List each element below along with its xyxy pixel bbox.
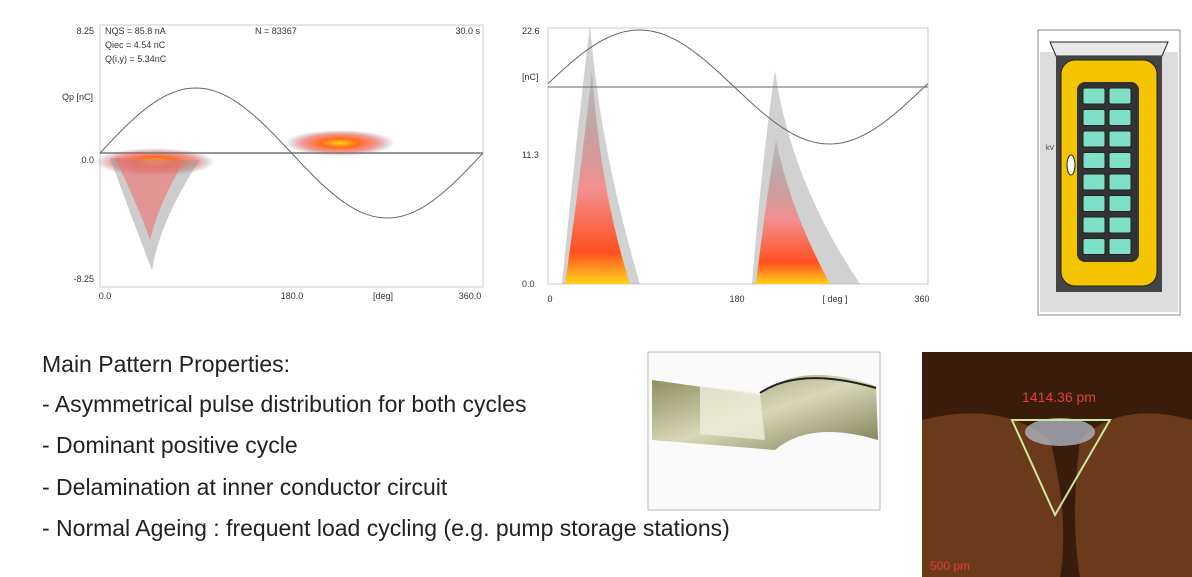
- cell: [1082, 216, 1106, 234]
- cell: [1108, 152, 1132, 169]
- cell: [1108, 238, 1132, 255]
- cloud: [756, 140, 830, 284]
- y-tick-label: -8.25: [73, 274, 94, 284]
- y-label: Qp [nC]: [62, 92, 93, 102]
- bar-photo: [647, 351, 881, 511]
- y-tick-label: 0.0: [81, 155, 94, 165]
- x-tick-label: 360.0: [459, 291, 482, 301]
- bullet: - Normal Ageing : frequent load cycling …: [42, 515, 730, 541]
- x-tick-label: 360: [914, 294, 929, 304]
- bar-diagram: kV: [1037, 29, 1181, 316]
- cell: [1082, 87, 1106, 105]
- y-tick-label: 8.25: [76, 26, 94, 36]
- y-label: [nC]: [522, 72, 539, 82]
- scale: 500 pm: [930, 559, 970, 573]
- cloud: [565, 70, 630, 284]
- cloud: [285, 130, 395, 156]
- cell: [1082, 109, 1106, 126]
- cloud: [115, 158, 185, 240]
- cell: [1082, 130, 1106, 148]
- cell: [1108, 195, 1132, 212]
- cell: [1108, 130, 1132, 148]
- cell: [1108, 109, 1132, 126]
- heading: Main Pattern Properties:: [42, 351, 290, 377]
- y-tick-label: 11.3: [522, 150, 539, 160]
- x-tick-label: 0.0: [99, 291, 112, 301]
- cell: [1108, 173, 1132, 191]
- y-tick-label: 22.6: [522, 26, 540, 36]
- cell: [1108, 87, 1132, 105]
- time: 30.0 s: [455, 26, 480, 36]
- y-tick-label: 0.0: [522, 279, 535, 289]
- x-label: [ deg ]: [822, 294, 847, 304]
- micrograph: 1414.36 pm 500 pm: [922, 352, 1192, 577]
- cell: [1108, 216, 1132, 234]
- info: Qiec = 4.54 nC: [105, 40, 166, 50]
- bullet: - Dominant positive cycle: [42, 432, 298, 458]
- cell: [1082, 152, 1106, 169]
- x-tick-label: 0: [547, 294, 552, 304]
- cell: [1082, 195, 1106, 212]
- label: kV: [1046, 145, 1055, 152]
- count: N = 83367: [255, 26, 297, 36]
- bullet: - Asymmetrical pulse distribution for bo…: [42, 391, 526, 417]
- sine: [547, 29, 929, 145]
- cell: [1082, 238, 1106, 255]
- info: Q(i,y) = 5.34nC: [105, 54, 167, 64]
- bullet: - Delamination at inner conductor circui…: [42, 474, 448, 500]
- cell: [1082, 173, 1106, 191]
- measure: 1414.36 pm: [1022, 389, 1096, 405]
- sine: [99, 87, 484, 219]
- info: NQS = 85.8 nA: [105, 26, 166, 36]
- x-tick-label: 180: [729, 294, 744, 304]
- x-label: [deg]: [373, 291, 393, 301]
- x-tick-label: 180.0: [281, 291, 304, 301]
